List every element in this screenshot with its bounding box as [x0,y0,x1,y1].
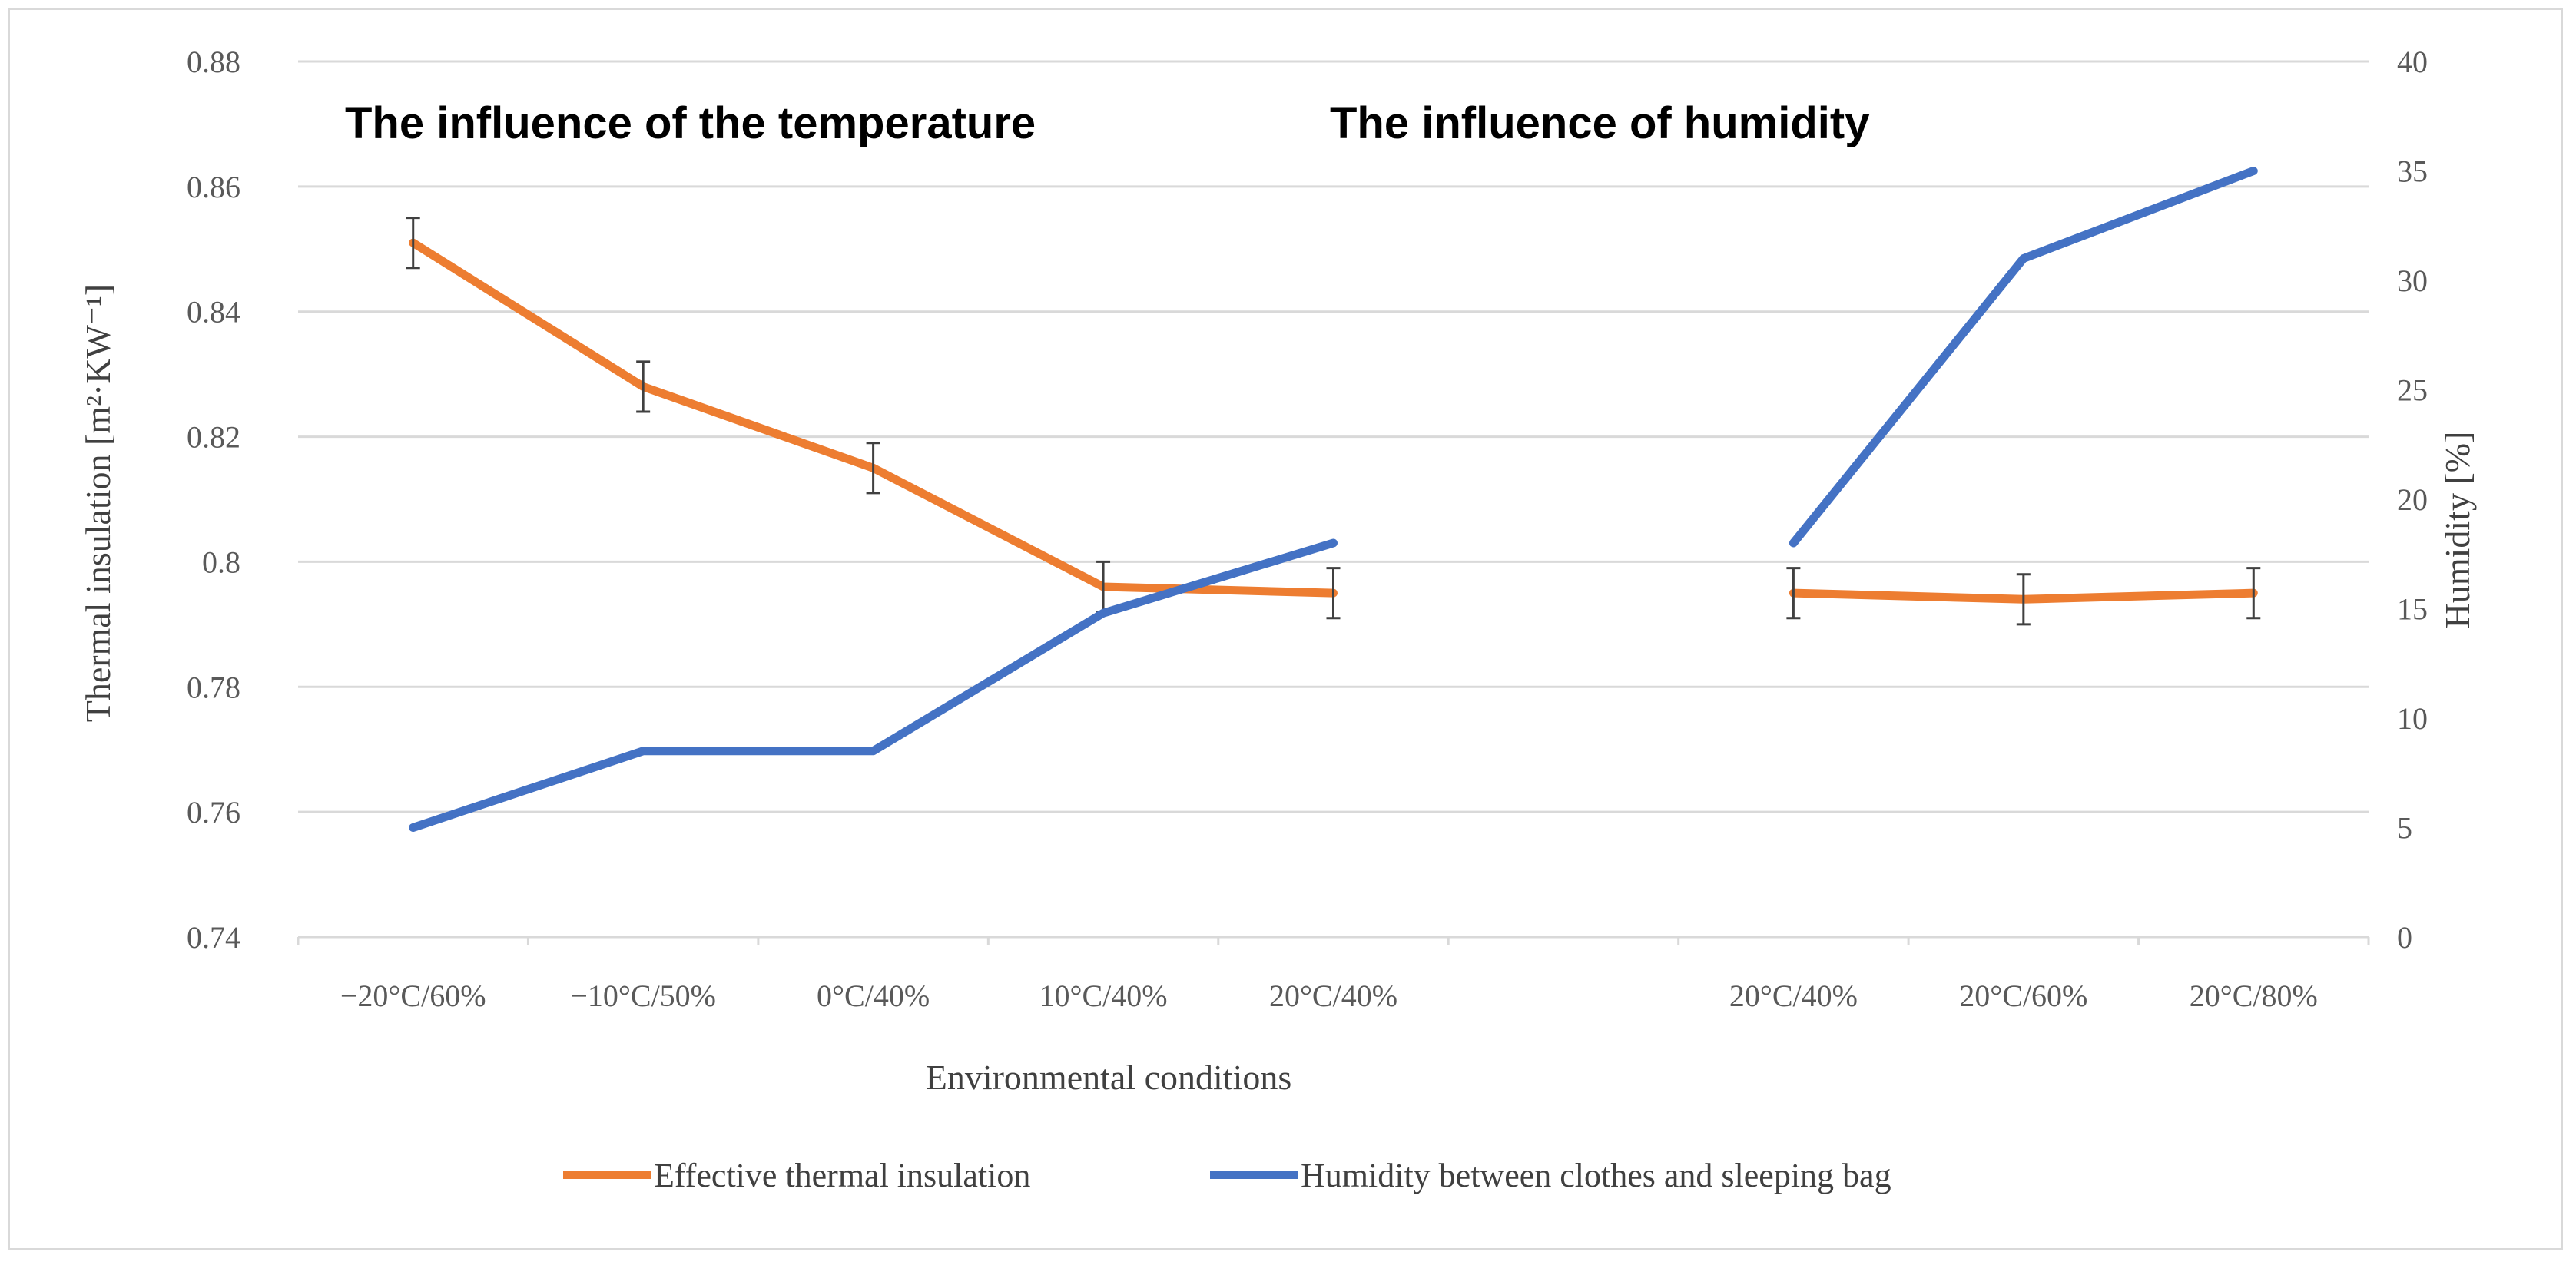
x-tick-label: 10°C/40% [1039,979,1168,1013]
y-axis-title-right: Humidity [%] [2438,432,2477,629]
x-axis [297,936,2370,945]
error-bar [636,360,651,413]
x-tick-label: 0°C/40% [817,979,930,1013]
y-tick-label-left: 0.84 [187,295,240,329]
annotation-humidity: The influence of humidity [1330,98,1869,148]
legend-label-humidity: Humidity between clothes and sleeping ba… [1301,1157,1891,1194]
x-tick-label: 20°C/60% [1959,979,2087,1013]
series-group [406,167,2261,832]
x-axis-title: Environmental conditions [926,1058,1292,1097]
error-bar [2246,567,2261,620]
y-tick-label-left: 0.86 [187,170,240,204]
tick-labels: 0.74 0.76 0.78 0.8 0.82 0.84 0.86 0.88 0 5 10 15 20 2… [187,45,2428,1013]
legend-label-thermal: Effective thermal insulation [654,1157,1030,1194]
y-tick-label-right: 0 [2397,920,2412,955]
y-tick-label-right: 15 [2397,592,2428,627]
series-line-humidity [1789,167,2258,548]
x-tick-label: −20°C/60% [340,979,486,1013]
y-tick-label-left: 0.8 [202,545,240,579]
y-tick-label-left: 0.82 [187,420,240,455]
y-tick-label-right: 20 [2397,482,2428,517]
gridlines [298,60,2369,813]
x-tick-label: −10°C/50% [570,979,716,1013]
y-tick-label-right: 30 [2397,263,2428,298]
y-tick-label-left: 0.76 [187,795,240,830]
error-bar [1786,567,1801,620]
error-bar [406,217,420,270]
error-bar [2016,573,2031,626]
error-bar [1326,567,1341,620]
legend: Effective thermal insulation Humidity be… [563,1157,1891,1194]
y-tick-label-right: 10 [2397,701,2428,736]
annotation-temperature: The influence of the temperature [345,98,1036,148]
error-bar [866,442,880,495]
y-tick-label-right: 35 [2397,154,2428,189]
x-tick-label: 20°C/40% [1269,979,1397,1013]
y-tick-label-left: 0.78 [187,670,240,704]
y-tick-label-left: 0.88 [187,45,240,79]
y-tick-label-right: 5 [2397,811,2412,846]
y-tick-label-right: 40 [2397,45,2428,79]
y-axis-title-left: Thermal insulation [m²·KW⁻¹] [78,284,118,723]
y-tick-label-left: 0.74 [187,920,240,955]
series-line-thermal [409,238,1338,598]
x-tick-label: 20°C/80% [2190,979,2318,1013]
x-tick-label: 20°C/40% [1729,979,1858,1013]
series-line-humidity [409,538,1338,832]
y-tick-label-right: 25 [2397,373,2428,408]
